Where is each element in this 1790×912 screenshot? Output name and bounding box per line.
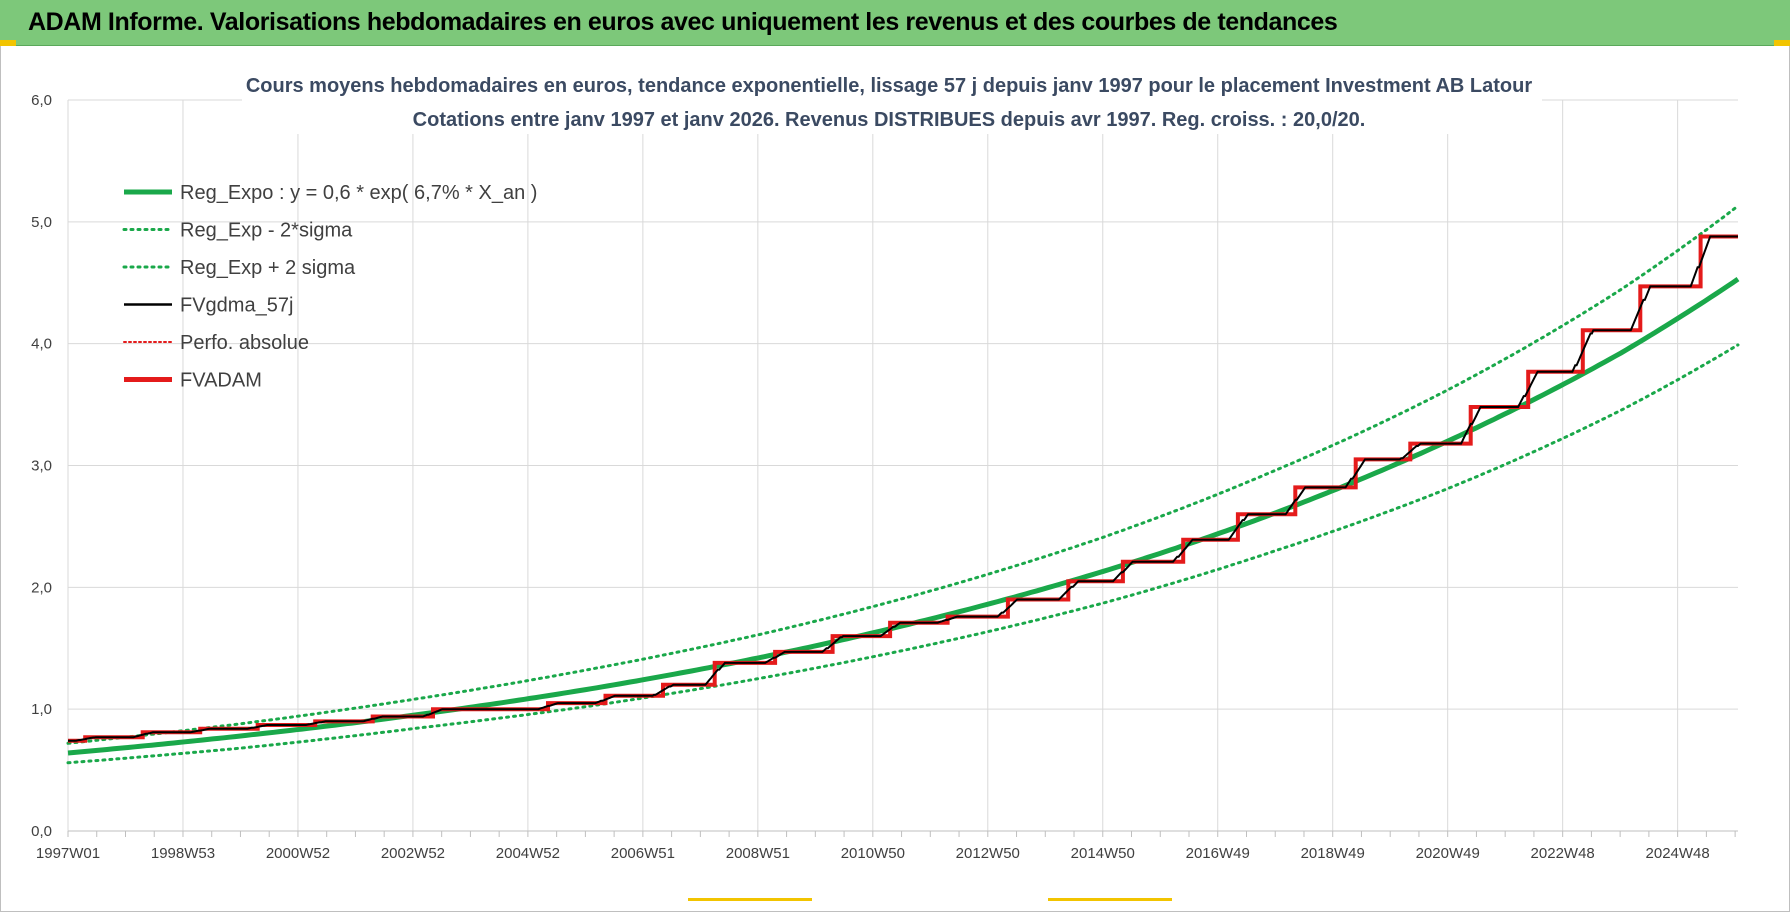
x-tick-label: 2014W50 bbox=[1071, 845, 1135, 862]
x-tick-label: 2022W48 bbox=[1531, 845, 1595, 862]
series-reg-expo bbox=[67, 277, 1740, 756]
series-fvgdma-57j bbox=[68, 235, 1738, 742]
selection-handle-bottom-right bbox=[1048, 898, 1172, 901]
x-tick-label: 2012W50 bbox=[956, 845, 1020, 862]
legend: Reg_Expo : y = 0,6 * exp( 6,7% * X_an ) R… bbox=[122, 182, 537, 392]
corner-marker-top-right bbox=[1774, 40, 1790, 46]
x-tick-label: 1997W01 bbox=[36, 845, 100, 862]
x-tick-label: 2008W51 bbox=[726, 845, 790, 862]
legend-label: FVgdma_57j bbox=[180, 295, 293, 317]
legend-label: Perfo. absolue bbox=[180, 332, 309, 354]
legend-label: Reg_Exp - 2*sigma bbox=[180, 220, 353, 242]
y-tick-label: 3,0 bbox=[31, 458, 52, 475]
legend-label: FVADAM bbox=[180, 370, 262, 392]
y-tick-label: 5,0 bbox=[31, 214, 52, 231]
series-reg-exp-minus-2sigma bbox=[66, 343, 1740, 765]
selection-handle-bottom-left bbox=[688, 898, 812, 901]
x-tick-label: 1998W53 bbox=[151, 845, 215, 862]
chart-title-line-2: Cotations entre janv 1997 et janv 2026. … bbox=[413, 109, 1366, 131]
series-reg-exp-plus-2sigma bbox=[66, 204, 1740, 745]
chart-title-background bbox=[242, 70, 1542, 134]
legend-label: Reg_Exp + 2 sigma bbox=[180, 257, 356, 279]
report-banner: ADAM Informe. Valorisations hebdomadaire… bbox=[0, 0, 1790, 46]
y-tick-label: 4,0 bbox=[31, 336, 52, 353]
y-tick-label: 1,0 bbox=[31, 701, 52, 718]
y-tick-label: 2,0 bbox=[31, 579, 52, 596]
y-tick-label: 6,0 bbox=[31, 92, 52, 109]
x-tick-label: 2006W51 bbox=[611, 845, 675, 862]
axes: 0,0 1,0 2,0 3,0 4,0 5,0 6,0 1997W01 1998W53 2000W… bbox=[31, 92, 1738, 862]
x-tick-label: 2000W52 bbox=[266, 845, 330, 862]
x-tick-label: 2002W52 bbox=[381, 845, 445, 862]
x-tick-label: 2018W49 bbox=[1301, 845, 1365, 862]
y-tick-label: 0,0 bbox=[31, 823, 52, 840]
x-tick-label: 2010W50 bbox=[841, 845, 905, 862]
report-title: ADAM Informe. Valorisations hebdomadaire… bbox=[28, 8, 1338, 36]
x-tick-label: 2024W48 bbox=[1646, 845, 1710, 862]
x-tick-label: 2004W52 bbox=[496, 845, 560, 862]
series-fvadam bbox=[68, 234, 1738, 743]
x-tick-label: 2020W49 bbox=[1416, 845, 1480, 862]
chart-title-line-1: Cours moyens hebdomadaires en euros, ten… bbox=[246, 75, 1533, 97]
x-tick-label: 2016W49 bbox=[1186, 845, 1250, 862]
series-layer bbox=[66, 204, 1740, 765]
legend-label: Reg_Expo : y = 0,6 * exp( 6,7% * X_an ) bbox=[180, 182, 537, 204]
corner-marker-top-left bbox=[0, 40, 16, 46]
series-perfo-absolue bbox=[68, 235, 1738, 742]
